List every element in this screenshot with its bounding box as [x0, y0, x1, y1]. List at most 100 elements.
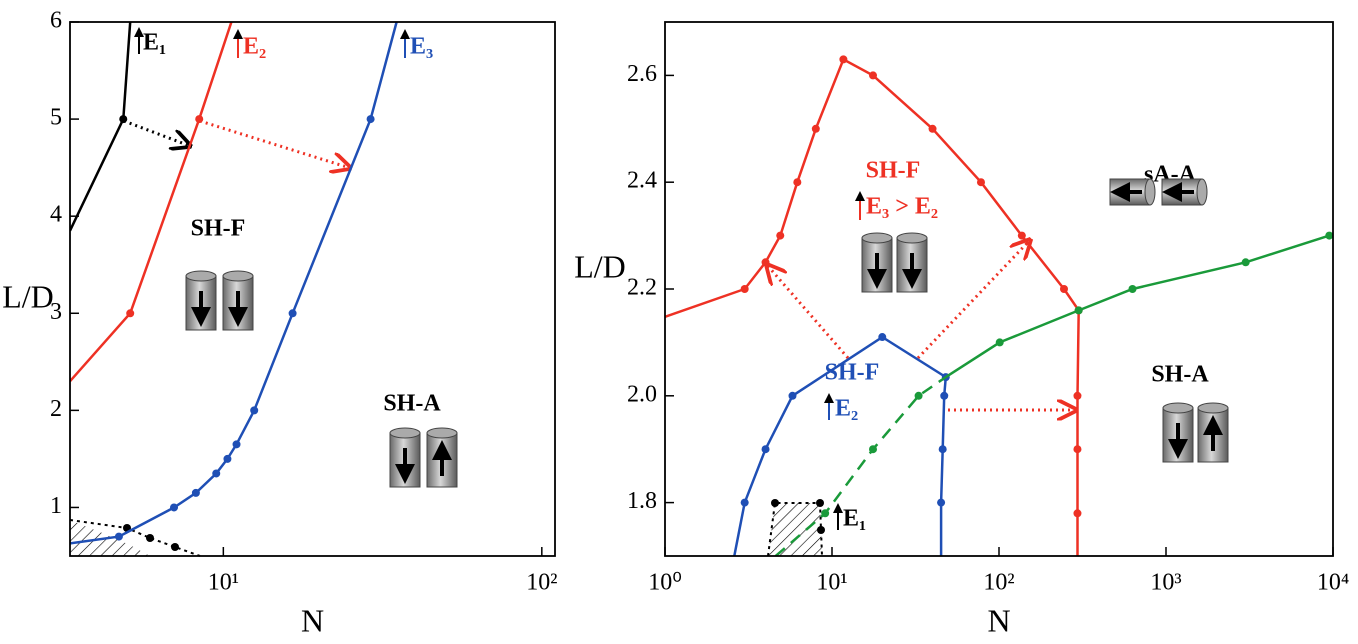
x-tick-label: 10⁰ — [648, 570, 682, 596]
data-point — [915, 392, 923, 400]
data-point — [762, 258, 770, 266]
data-point — [788, 392, 796, 400]
cylinder-top — [897, 233, 927, 243]
data-point — [223, 455, 231, 463]
series-line — [70, 22, 130, 231]
y-tick-label: 5 — [50, 105, 62, 131]
cylinder-top — [1198, 403, 1228, 413]
data-point — [869, 445, 877, 453]
data-point — [115, 533, 123, 541]
data-point — [878, 333, 886, 341]
page: {"chart_data": [ {"type": "line", "xscal… — [0, 0, 1358, 639]
x-axis-label: N — [987, 602, 1010, 638]
annotation: E₂ — [835, 396, 858, 422]
cylinder-top — [223, 271, 253, 281]
plot-frame — [665, 22, 1333, 556]
x-tick-label: 10⁴ — [1317, 570, 1349, 596]
data-point — [869, 71, 877, 79]
data-point — [839, 55, 847, 63]
data-point — [1075, 306, 1083, 314]
data-point — [119, 115, 127, 123]
data-point — [776, 232, 784, 240]
cylinder-top — [862, 233, 892, 243]
series-line — [665, 59, 1079, 556]
data-point — [821, 509, 829, 517]
data-point — [762, 445, 770, 453]
cylinder-top — [186, 271, 216, 281]
cylinder-top — [390, 428, 420, 438]
cylinder-top — [427, 428, 457, 438]
data-point — [977, 178, 985, 186]
data-point — [1073, 509, 1081, 517]
data-point — [1325, 232, 1333, 240]
y-tick-label: 6 — [50, 8, 62, 34]
cylinder-top — [1163, 403, 1193, 413]
data-point — [1073, 392, 1081, 400]
boundary-dot — [171, 543, 179, 551]
data-point — [192, 489, 200, 497]
annotation: SH-F — [866, 158, 921, 184]
y-axis-label: L/D — [2, 278, 54, 314]
y-tick-label: 4 — [50, 202, 62, 228]
hatched-region — [768, 503, 822, 556]
boundary-dot — [816, 499, 824, 507]
dotted-arrow — [918, 240, 1030, 358]
data-point — [940, 392, 948, 400]
dotted-arrow — [200, 121, 350, 168]
data-point — [212, 469, 220, 477]
data-point — [1073, 445, 1081, 453]
x-tick-label: 10¹ — [816, 570, 847, 596]
annotation: E₃ > E₂ — [866, 194, 938, 220]
data-point — [793, 178, 801, 186]
y-tick-label: 1 — [50, 493, 62, 519]
plot-frame — [70, 22, 555, 556]
figure: E₁ E₂ E₃ SH-F SH-A sA-A SH-F E₃ > E₂ SH-… — [0, 0, 1358, 639]
data-point — [1128, 285, 1136, 293]
data-point — [250, 406, 258, 414]
y-tick-label: 2.0 — [627, 381, 657, 407]
boundary-dot — [146, 534, 154, 542]
data-point — [1242, 258, 1250, 266]
x-axis-label: N — [301, 602, 324, 638]
y-axis-label: L/D — [574, 248, 626, 284]
data-point — [937, 499, 945, 507]
annotation: SH-F — [191, 216, 246, 242]
data-point — [195, 115, 203, 123]
x-tick-label: 10³ — [1150, 570, 1181, 596]
data-point — [1060, 285, 1068, 293]
data-point — [741, 285, 749, 293]
cylinder-top — [1197, 179, 1207, 205]
data-point — [126, 309, 134, 317]
dotted-arrow — [767, 265, 848, 358]
series-line — [946, 236, 1330, 378]
data-point — [289, 309, 297, 317]
annotation: E₂ — [243, 34, 266, 60]
data-point — [929, 125, 937, 133]
x-tick-label: 10¹ — [208, 570, 239, 596]
annotation: SH-A — [383, 391, 441, 417]
y-tick-label: 2.6 — [627, 61, 657, 87]
annotation: SH-A — [1151, 362, 1209, 388]
y-tick-label: 2 — [50, 396, 62, 422]
dotted-arrow — [124, 121, 190, 146]
data-point — [170, 503, 178, 511]
data-point — [741, 499, 749, 507]
boundary-dot — [817, 526, 825, 534]
y-tick-label: 2.2 — [627, 275, 657, 301]
x-tick-label: 10² — [983, 570, 1014, 596]
x-tick-label: 10² — [526, 570, 557, 596]
data-point — [812, 125, 820, 133]
data-point — [233, 440, 241, 448]
annotation: E₁ — [143, 30, 166, 56]
y-tick-label: 2.4 — [627, 168, 657, 194]
data-point — [1018, 232, 1026, 240]
annotation: E₁ — [843, 506, 866, 532]
annotation: E₃ — [410, 34, 433, 60]
boundary-dot — [771, 499, 779, 507]
data-point — [367, 115, 375, 123]
data-point — [996, 338, 1004, 346]
annotation: SH-F — [825, 360, 880, 386]
data-point — [939, 445, 947, 453]
cylinder-top — [1145, 179, 1155, 205]
y-tick-label: 1.8 — [627, 488, 657, 514]
